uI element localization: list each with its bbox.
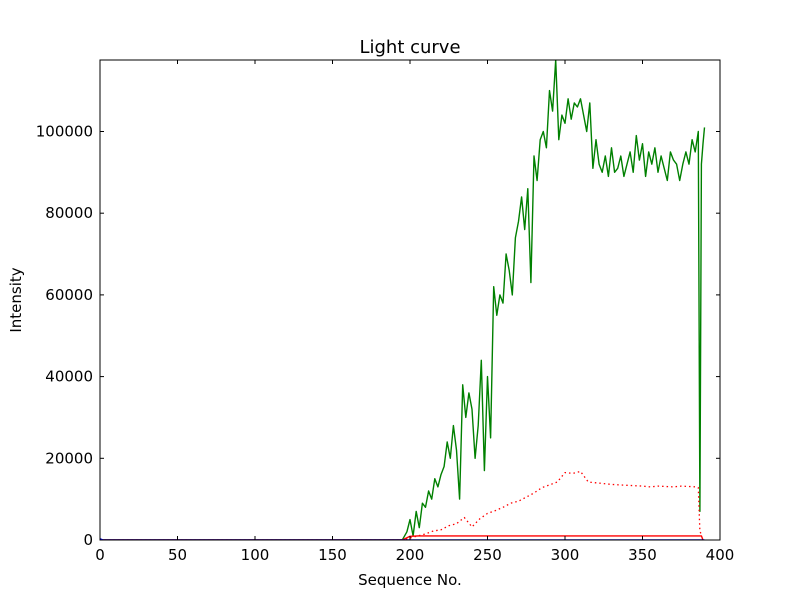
x-tick-label: 0 bbox=[95, 546, 105, 564]
x-tick-label: 400 bbox=[706, 546, 735, 564]
y-tick-label: 60000 bbox=[45, 286, 93, 304]
series-4-line bbox=[100, 538, 705, 540]
x-axis-label: Sequence No. bbox=[358, 571, 462, 589]
ticks: 0 50 100 150 200 250 300 350 400 0 20000 40000 60000… bbox=[36, 60, 735, 564]
y-tick-label: 40000 bbox=[45, 368, 93, 386]
x-tick-label: 200 bbox=[396, 546, 425, 564]
x-tick-label: 350 bbox=[628, 546, 657, 564]
y-tick-label: 80000 bbox=[45, 204, 93, 222]
y-tick-label: 0 bbox=[83, 531, 93, 549]
plot-area bbox=[100, 60, 706, 540]
y-tick-label: 20000 bbox=[45, 449, 93, 467]
series-1-line bbox=[100, 60, 706, 540]
chart-title: Light curve bbox=[359, 37, 460, 58]
x-tick-label: 150 bbox=[318, 546, 347, 564]
series-2-line bbox=[100, 470, 702, 540]
x-tick-label: 100 bbox=[241, 546, 270, 564]
x-tick-label: 50 bbox=[168, 546, 187, 564]
y-tick-label: 100000 bbox=[36, 122, 93, 140]
x-tick-label: 300 bbox=[551, 546, 580, 564]
y-axis-label: Intensity bbox=[7, 267, 25, 332]
x-tick-label: 250 bbox=[473, 546, 502, 564]
series-3-line bbox=[100, 535, 704, 540]
